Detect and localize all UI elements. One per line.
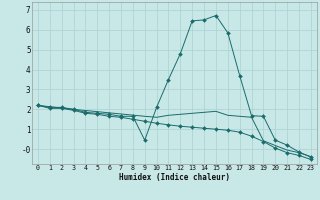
X-axis label: Humidex (Indice chaleur): Humidex (Indice chaleur) [119, 173, 230, 182]
